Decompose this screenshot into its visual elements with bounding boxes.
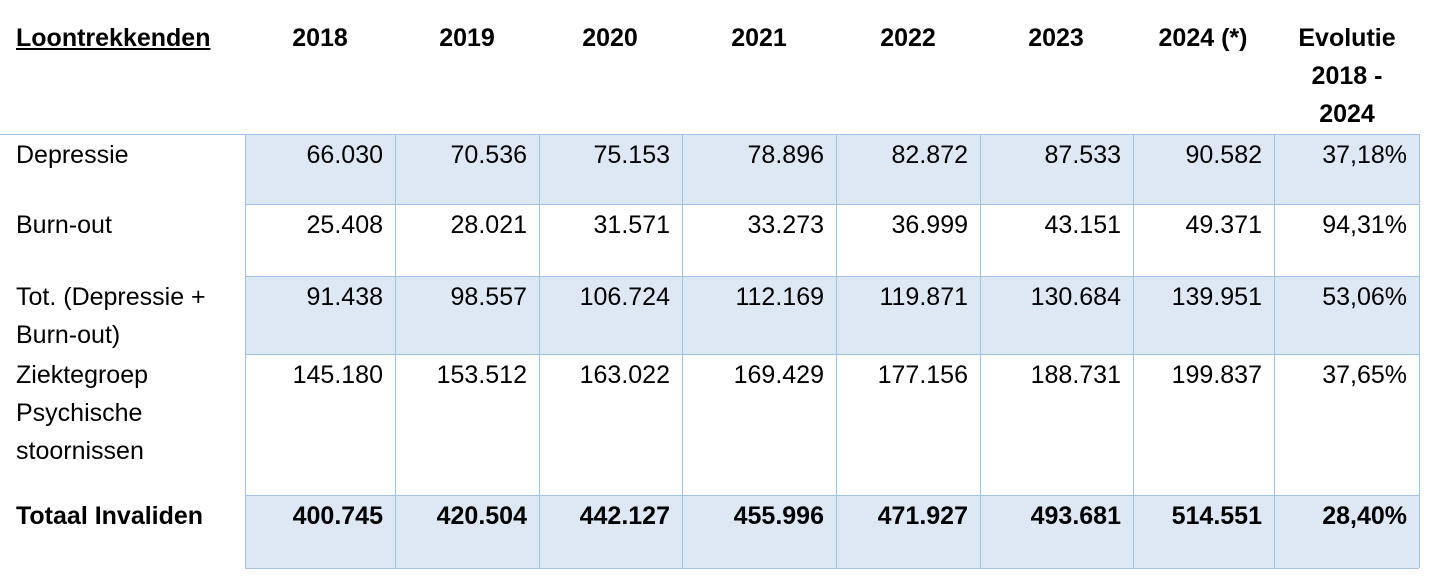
table-cell: 153.512: [436, 361, 527, 389]
table-cell: 145.180: [292, 361, 383, 389]
table-cell: 130.684: [1030, 283, 1121, 311]
header-label: Loontrekkenden: [16, 24, 211, 52]
table-cell: 33.273: [747, 211, 824, 239]
column-border: [245, 134, 246, 568]
row-border: [245, 354, 1419, 355]
column-border: [682, 134, 683, 568]
table-cell: 53,06%: [1322, 283, 1407, 311]
column-border: [1419, 134, 1420, 568]
table-cell: 82.872: [891, 141, 968, 169]
row-border: [245, 568, 1419, 569]
table-top-border: [0, 134, 1419, 135]
table-cell: 28.021: [450, 211, 527, 239]
column-header: 2020: [582, 24, 638, 52]
row-label: Tot. (Depressie + Burn-out): [16, 283, 206, 349]
table-cell: 177.156: [877, 361, 968, 389]
table-cell: 514.551: [1171, 502, 1262, 530]
row-shade: [245, 495, 1419, 568]
column-border: [539, 134, 540, 568]
table-cell: 420.504: [436, 502, 527, 530]
column-header: 2018: [292, 24, 348, 52]
table-cell: 37,18%: [1322, 141, 1407, 169]
row-border: [245, 495, 1419, 496]
table-cell: 66.030: [306, 141, 383, 169]
table-cell: 199.837: [1171, 361, 1262, 389]
column-border: [1133, 134, 1134, 568]
table-cell: 49.371: [1185, 211, 1262, 239]
table-cell: 400.745: [292, 502, 383, 530]
table-cell: 471.927: [877, 502, 968, 530]
row-border: [245, 204, 1419, 205]
row-label: Burn-out: [16, 211, 112, 239]
table-cell: 188.731: [1030, 361, 1121, 389]
table-cell: 36.999: [891, 211, 968, 239]
table-cell: 78.896: [747, 141, 824, 169]
table-cell: 455.996: [733, 502, 824, 530]
table-cell: 169.429: [733, 361, 824, 389]
table-cell: 91.438: [306, 283, 383, 311]
column-header: 2023: [1028, 24, 1084, 52]
column-border: [980, 134, 981, 568]
table-cell: 119.871: [879, 283, 968, 311]
table-cell: 75.153: [593, 141, 670, 169]
table-cell: 94,31%: [1322, 211, 1407, 239]
table-cell: 493.681: [1030, 502, 1121, 530]
row-label: Totaal Invaliden: [16, 502, 204, 530]
table-cell: 112.169: [735, 283, 824, 311]
row-shade: [245, 134, 1419, 204]
column-header: 2022: [880, 24, 936, 52]
row-border: [245, 276, 1419, 277]
column-border: [836, 134, 837, 568]
row-label: Ziektegroep Psychische stoornissen: [16, 361, 149, 465]
table-cell: 139.951: [1171, 283, 1262, 311]
table-cell: 25.408: [306, 211, 383, 239]
table-cell: 98.557: [450, 283, 527, 311]
table-cell: 43.151: [1044, 211, 1121, 239]
table-cell: 87.533: [1044, 141, 1121, 169]
table-cell: 442.127: [579, 502, 670, 530]
table-cell: 90.582: [1185, 141, 1262, 169]
table-cell: 31.571: [593, 211, 670, 239]
column-header: Evolutie 2018 -2024: [1298, 24, 1396, 128]
table-cell: 37,65%: [1322, 361, 1407, 389]
table-cell: 163.022: [579, 361, 670, 389]
row-shade: [245, 276, 1419, 354]
column-border: [1274, 134, 1275, 568]
table-cell: 70.536: [450, 141, 527, 169]
column-header: 2024 (*): [1158, 24, 1248, 52]
column-header: 2021: [731, 24, 787, 52]
table-cell: 28,40%: [1322, 502, 1407, 530]
column-border: [395, 134, 396, 568]
table-cell: 106.724: [579, 283, 670, 311]
row-label: Depressie: [16, 141, 129, 169]
column-header: 2019: [439, 24, 495, 52]
